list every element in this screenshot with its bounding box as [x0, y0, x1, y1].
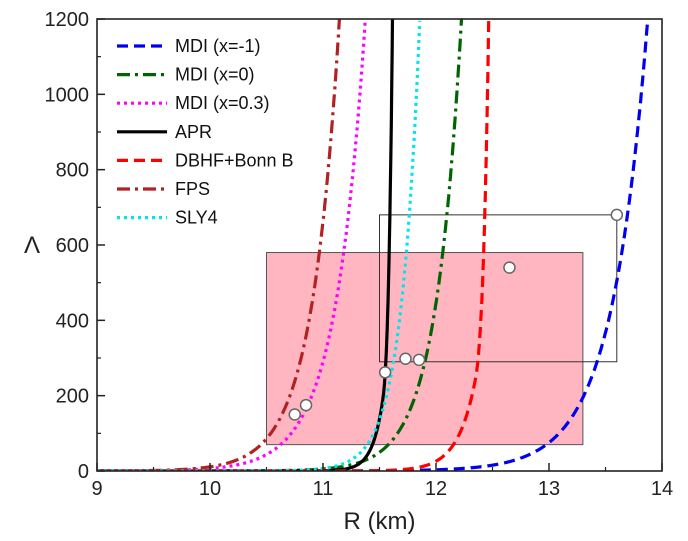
y-tick-label: 200 — [56, 386, 89, 408]
legend-label: FPS — [175, 179, 210, 199]
data-marker — [299, 398, 313, 412]
axes: 9 10 11 12 13 14 0 200 400 600 800 1000 1200 — [45, 9, 674, 500]
series-line — [97, 19, 491, 471]
y-tick-label: 0 — [78, 461, 89, 483]
x-tick-label: 13 — [538, 478, 560, 500]
legend-label: DBHF+Bonn B — [175, 150, 294, 170]
x-tick-label: 10 — [199, 478, 221, 500]
legend-label: APR — [175, 122, 212, 142]
x-tick-label: 12 — [425, 478, 447, 500]
data-marker — [610, 208, 624, 222]
x-tick-label: 11 — [313, 478, 334, 500]
y-axis-title: Λ — [24, 232, 40, 259]
y-tick-label: 600 — [56, 235, 89, 257]
legend-label: MDI (x=0.3) — [175, 93, 270, 113]
data-marker — [399, 352, 412, 366]
y-tick-label: 1000 — [45, 84, 90, 106]
data-marker — [378, 366, 392, 379]
data-markers — [288, 208, 624, 421]
legend-label: MDI (x=-1) — [175, 36, 261, 56]
y-tick-label: 800 — [56, 160, 89, 182]
legend-label: SLY4 — [175, 208, 218, 228]
y-tick-label: 400 — [56, 310, 89, 332]
legend: MDI (x=-1) MDI (x=0) MDI (x=0.3) APR DBHF+Bo… — [117, 36, 294, 228]
x-axis-title: R (km) — [344, 508, 416, 535]
y-tick-label: 1200 — [45, 9, 90, 31]
x-tick-label: 9 — [91, 478, 102, 500]
x-tick-label: 14 — [651, 478, 673, 500]
data-marker — [503, 261, 516, 274]
shaded-constraint-box — [266, 252, 584, 446]
legend-label: MDI (x=0) — [175, 65, 255, 85]
constraint-regions — [266, 214, 618, 446]
data-marker — [412, 353, 426, 367]
data-marker — [288, 408, 301, 421]
